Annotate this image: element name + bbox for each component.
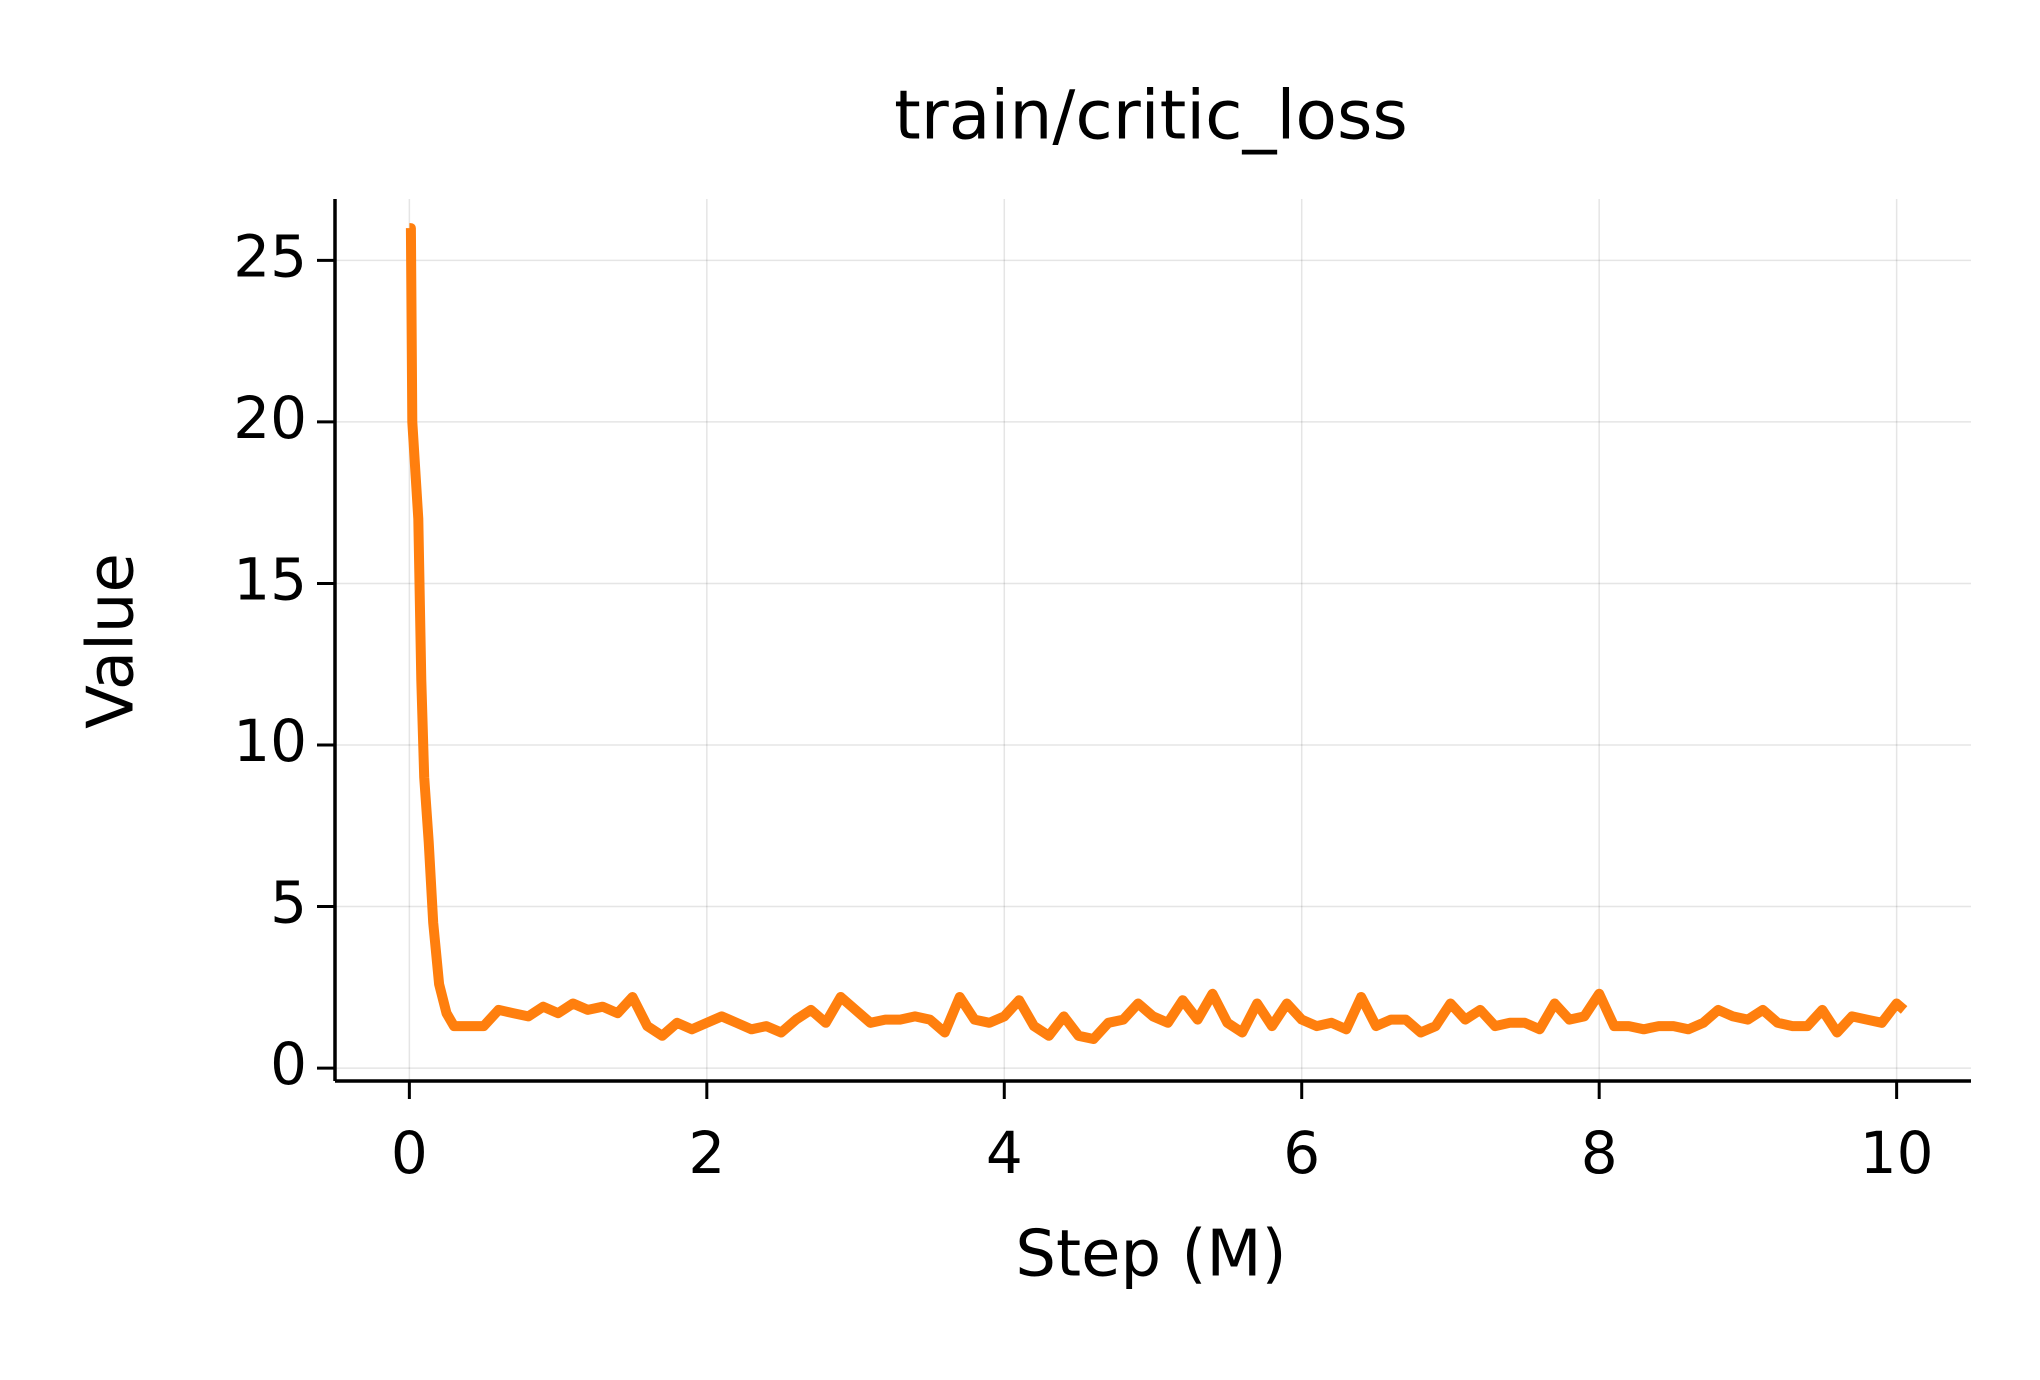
- x-tick-label: 4: [986, 1119, 1023, 1187]
- y-tick-label: 20: [233, 384, 307, 452]
- y-tick-label: 5: [270, 869, 307, 937]
- x-tick-label: 8: [1581, 1119, 1618, 1187]
- y-tick-label: 25: [233, 222, 307, 290]
- y-axis-label: Value: [75, 553, 149, 729]
- x-tick-label: 2: [688, 1119, 725, 1187]
- y-tick-label: 0: [270, 1030, 307, 1098]
- chart-title: train/critic_loss: [894, 77, 1408, 156]
- y-tick-label: 15: [233, 546, 307, 614]
- x-axis-label: Step (M): [1015, 1218, 1286, 1292]
- x-tick-label: 6: [1283, 1119, 1320, 1187]
- y-tick-label: 10: [233, 707, 307, 775]
- line: [405, 223, 1908, 1044]
- x-tick-label: 0: [391, 1119, 428, 1187]
- x-tick-label: 10: [1860, 1119, 1934, 1187]
